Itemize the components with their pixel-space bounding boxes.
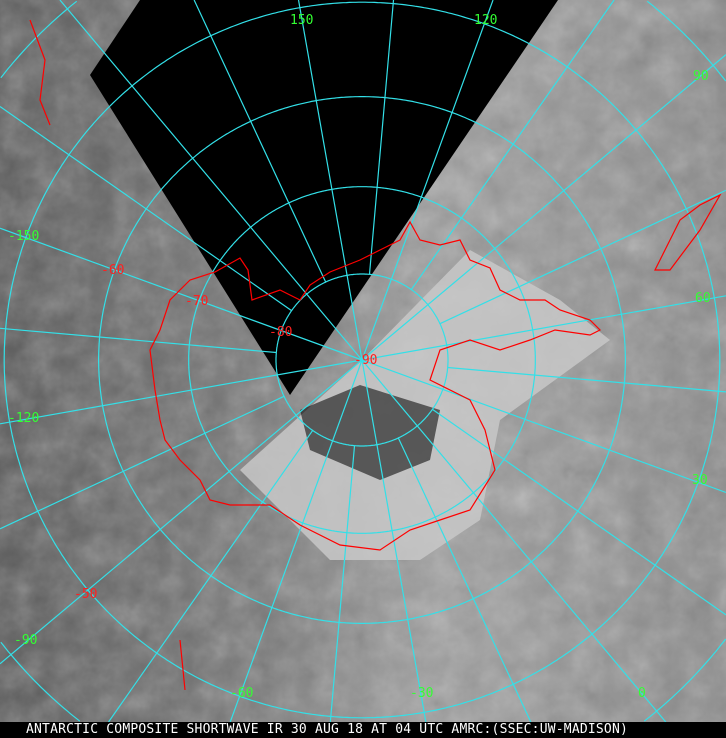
- longitude-label: -60: [230, 686, 253, 701]
- meridian-line: [0, 327, 277, 354]
- caption-text: ANTARCTIC COMPOSITE SHORTWAVE IR 30 AUG …: [26, 722, 628, 737]
- meridian-line: [432, 408, 726, 616]
- meridian-line: [368, 0, 395, 275]
- meridian-line: [439, 189, 726, 325]
- longitude-label: -150: [8, 229, 39, 244]
- meridian-line: [447, 366, 726, 393]
- longitude-label: 30: [692, 473, 708, 488]
- map-canvas: 150 120 90 60 30 0 -30 -60 -90 -120 -150 -50 -60 -70 -…: [0, 0, 726, 722]
- meridian-line: [193, 0, 327, 283]
- latitude-label: -50: [74, 587, 97, 602]
- meridian-line: [0, 359, 363, 425]
- latitude-label: -80: [269, 325, 292, 340]
- latitude-circle: [188, 186, 536, 534]
- meridian-line: [229, 359, 363, 722]
- speckle-area: [300, 385, 440, 480]
- meridian-line: [0, 395, 285, 530]
- latitude-circle: [275, 273, 449, 447]
- longitude-label: 60: [695, 291, 711, 306]
- ice-sheet-bright: [240, 250, 610, 560]
- latitude-circle: [0, 0, 726, 722]
- no-data-wedge: [90, 0, 558, 395]
- meridian-line: [108, 430, 314, 722]
- graticule: [0, 0, 726, 722]
- latitude-label: -70: [185, 294, 208, 309]
- longitude-label: 0: [638, 686, 646, 701]
- latitude-label: -60: [101, 263, 124, 278]
- meridian-line: [361, 54, 726, 361]
- latitude-circle: [98, 96, 626, 624]
- meridian-line: [410, 0, 615, 290]
- coastline: [29, 19, 722, 691]
- meridian-line: [397, 437, 532, 722]
- meridian-line: [361, 359, 667, 722]
- latitude-label: -90: [354, 353, 377, 368]
- longitude-label: 90: [693, 69, 709, 84]
- latitude-circle: [3, 1, 721, 719]
- longitude-label: -90: [14, 633, 37, 648]
- meridian-line: [0, 359, 363, 665]
- meridian-line: [297, 0, 363, 361]
- longitude-label: 120: [474, 13, 497, 28]
- meridian-line: [0, 106, 292, 312]
- meridian-line: [361, 359, 726, 494]
- meridian-line: [361, 0, 494, 361]
- longitude-label: -30: [410, 686, 433, 701]
- meridian-line: [59, 0, 363, 361]
- longitude-label: 150: [290, 13, 313, 28]
- longitude-label: -120: [8, 411, 39, 426]
- meridian-line: [0, 227, 363, 361]
- meridian-line: [361, 295, 726, 361]
- meridian-line: [329, 445, 356, 722]
- image-caption: ANTARCTIC COMPOSITE SHORTWAVE IR 30 AUG …: [0, 722, 726, 738]
